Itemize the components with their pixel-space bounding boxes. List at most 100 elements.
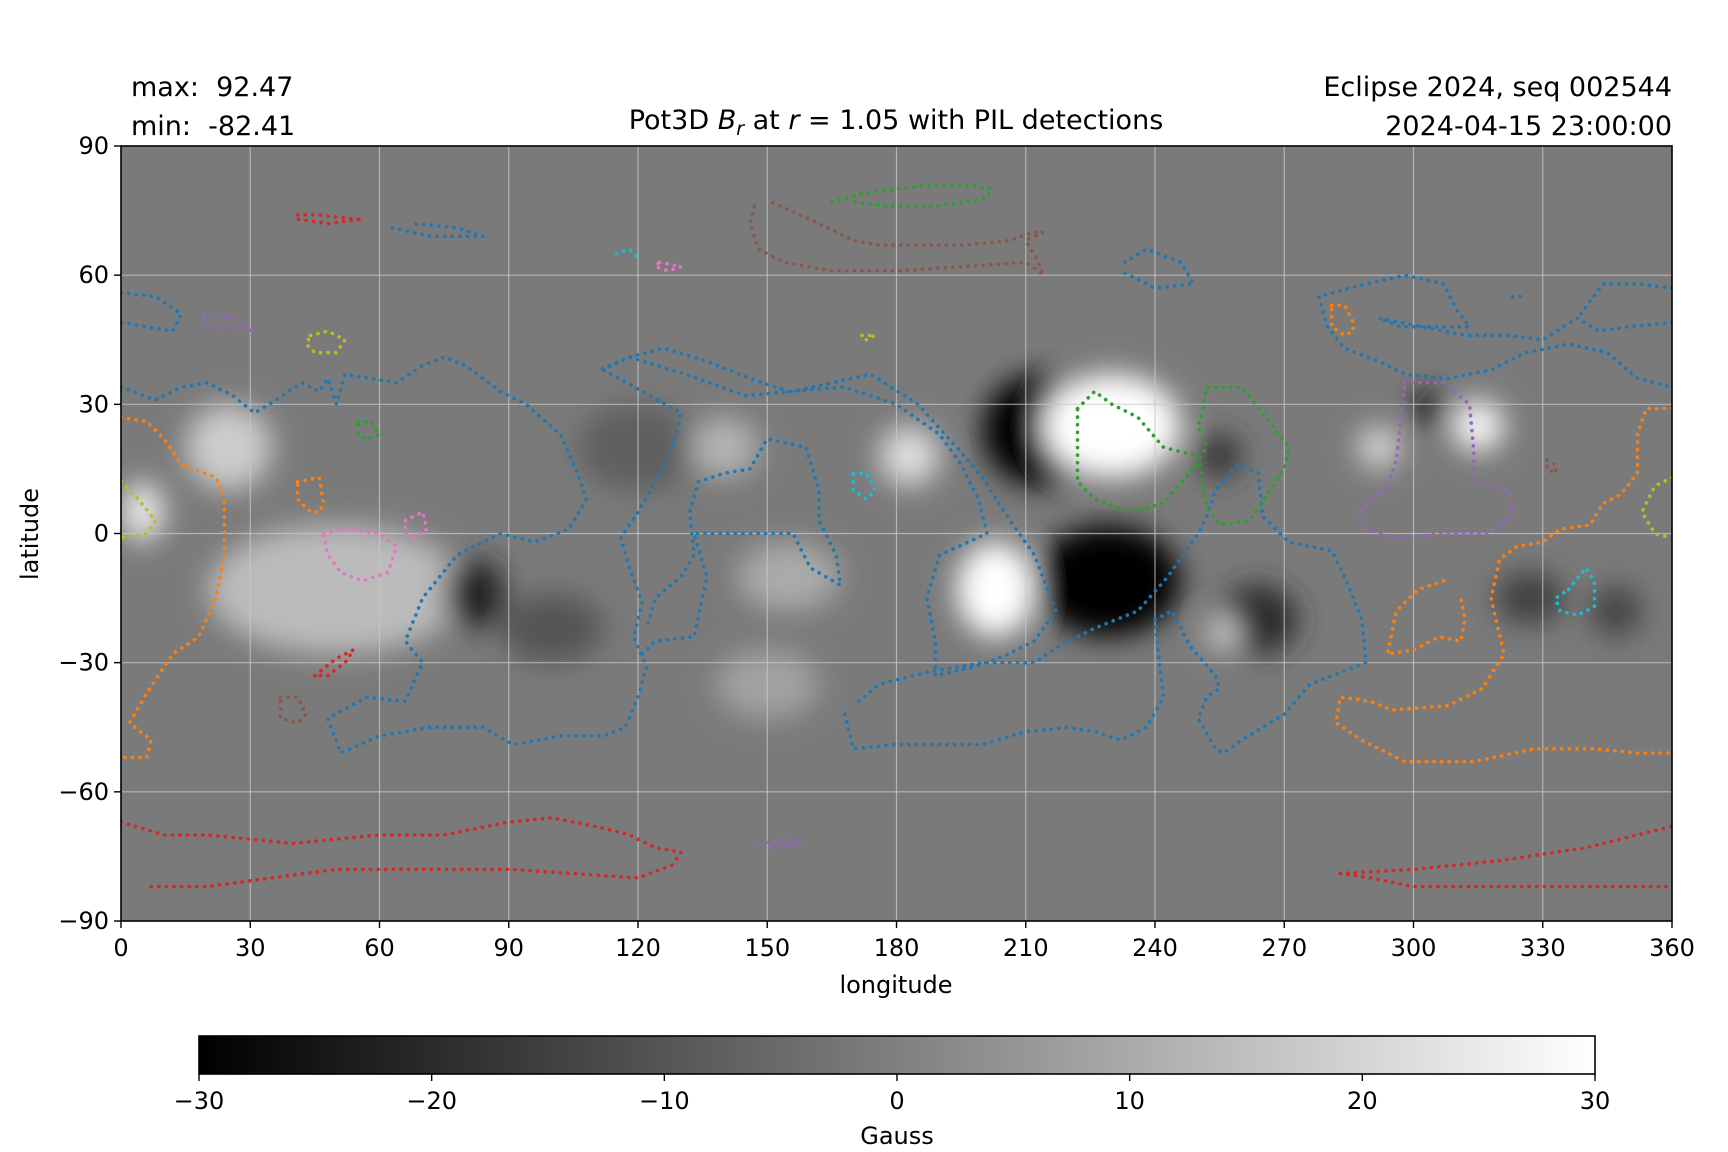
pil-contour bbox=[1545, 458, 1558, 476]
pil-contour bbox=[295, 475, 326, 514]
pil-contour bbox=[1377, 316, 1672, 342]
y-axis: −90 −60 −30 0 30 60 90 bbox=[58, 132, 121, 935]
pil-contour bbox=[1575, 281, 1672, 321]
colorbar-tick-label: 30 bbox=[1580, 1087, 1611, 1115]
x-axis: 0 30 60 90 120 150 180 210 240 270 300 330 360 bbox=[113, 921, 1695, 962]
colorbar-tick-label: 20 bbox=[1347, 1087, 1378, 1115]
title-r: r bbox=[788, 105, 801, 136]
pil-contour bbox=[121, 479, 158, 540]
pil-contour bbox=[304, 329, 347, 355]
colorbar-label: Gauss bbox=[860, 1122, 934, 1150]
field-blob bbox=[1495, 572, 1565, 624]
y-tick-label: 30 bbox=[78, 390, 109, 418]
colorbar-ticks: −30 −20 −10 0 10 20 30 bbox=[174, 1074, 1611, 1115]
x-tick-label: 210 bbox=[1003, 934, 1049, 962]
pil-contour bbox=[201, 312, 257, 333]
pil-contour bbox=[748, 200, 1045, 278]
x-tick-label: 30 bbox=[235, 934, 266, 962]
pil-contour bbox=[1334, 406, 1672, 764]
field-blob bbox=[689, 417, 759, 478]
colorbar-tick-label: −30 bbox=[174, 1087, 225, 1115]
pil-contour bbox=[614, 247, 640, 260]
title-prefix: Pot3D bbox=[629, 105, 718, 136]
field-blob bbox=[1357, 425, 1401, 469]
pil-contour bbox=[1385, 579, 1467, 656]
field-blob bbox=[444, 559, 505, 629]
pil-contour bbox=[321, 527, 399, 583]
title-sub: r bbox=[736, 118, 745, 140]
y-tick-label: −30 bbox=[58, 649, 109, 677]
colorbar-tick-label: −20 bbox=[406, 1087, 457, 1115]
y-tick-label: −90 bbox=[58, 907, 109, 935]
max-label: max: 92.47 bbox=[131, 72, 293, 103]
field-blob bbox=[121, 481, 165, 543]
pil-contour bbox=[756, 837, 804, 850]
field-blob bbox=[1452, 400, 1504, 452]
heatmap-blobs bbox=[121, 374, 1642, 719]
field-blob bbox=[500, 593, 604, 663]
colorbar-tick-label: 0 bbox=[889, 1087, 904, 1115]
timestamp-label: 2024-04-15 23:00:00 bbox=[1385, 111, 1672, 142]
field-blob bbox=[1590, 585, 1642, 637]
x-tick-label: 270 bbox=[1261, 934, 1307, 962]
colorbar-tick-label: −10 bbox=[639, 1087, 690, 1115]
pil-contour bbox=[121, 346, 1058, 755]
pil-contour bbox=[356, 419, 382, 441]
colorbar-tick-label: 10 bbox=[1114, 1087, 1145, 1115]
pil-contour bbox=[1075, 385, 1291, 527]
pil-contour bbox=[295, 213, 365, 226]
field-blob bbox=[207, 524, 466, 655]
field-blob bbox=[1034, 524, 1181, 637]
pil-contour bbox=[121, 415, 227, 760]
pil-contour bbox=[1338, 871, 1672, 889]
pil-contour bbox=[390, 221, 485, 239]
field-blob bbox=[737, 542, 841, 611]
x-tick-label: 150 bbox=[744, 934, 790, 962]
y-tick-label: 60 bbox=[78, 261, 109, 289]
x-tick-label: 240 bbox=[1132, 934, 1178, 962]
colorbar bbox=[198, 1035, 1596, 1075]
field-blob bbox=[879, 425, 940, 487]
x-tick-label: 330 bbox=[1520, 934, 1566, 962]
field-blob bbox=[1206, 615, 1242, 650]
field-blob bbox=[185, 404, 272, 491]
pil-contour bbox=[278, 695, 309, 725]
title-suffix: = 1.05 with PIL detections bbox=[799, 105, 1163, 136]
pil-contour bbox=[1325, 324, 1672, 389]
min-label: min: -82.41 bbox=[131, 111, 295, 142]
x-tick-label: 0 bbox=[113, 934, 128, 962]
y-axis-label: latitude bbox=[16, 488, 44, 580]
pil-contour bbox=[1553, 566, 1597, 618]
y-tick-label: 0 bbox=[94, 520, 109, 548]
pil-contour bbox=[403, 510, 429, 540]
x-tick-label: 120 bbox=[615, 934, 661, 962]
pil-contour bbox=[653, 260, 683, 273]
event-label: Eclipse 2024, seq 002544 bbox=[1323, 72, 1672, 103]
x-axis-label: longitude bbox=[839, 971, 952, 999]
field-blob bbox=[1413, 391, 1448, 426]
pil-contour bbox=[313, 647, 356, 678]
pil-contour bbox=[121, 815, 683, 867]
pil-contours bbox=[121, 183, 1672, 889]
pil-contour bbox=[1316, 273, 1472, 329]
pil-contour bbox=[121, 290, 184, 333]
x-tick-label: 60 bbox=[364, 934, 395, 962]
chart-title: Pot3D Br at r = 1.05 with PIL detections bbox=[629, 105, 1164, 140]
pil-contour bbox=[830, 183, 994, 209]
pil-contour bbox=[1338, 824, 1672, 876]
x-tick-label: 180 bbox=[874, 934, 920, 962]
x-tick-label: 300 bbox=[1391, 934, 1437, 962]
pil-contour bbox=[1510, 290, 1523, 299]
pil-contour bbox=[851, 471, 877, 501]
title-var: B bbox=[718, 105, 737, 136]
field-blob bbox=[956, 542, 1035, 637]
pil-contour bbox=[640, 436, 843, 656]
field-blob bbox=[1198, 434, 1242, 478]
field-blob bbox=[1042, 374, 1181, 478]
x-tick-label: 360 bbox=[1649, 934, 1695, 962]
y-tick-label: −60 bbox=[58, 778, 109, 806]
pil-contour bbox=[860, 333, 877, 342]
title-mid: at bbox=[744, 105, 788, 136]
x-tick-label: 90 bbox=[493, 934, 524, 962]
